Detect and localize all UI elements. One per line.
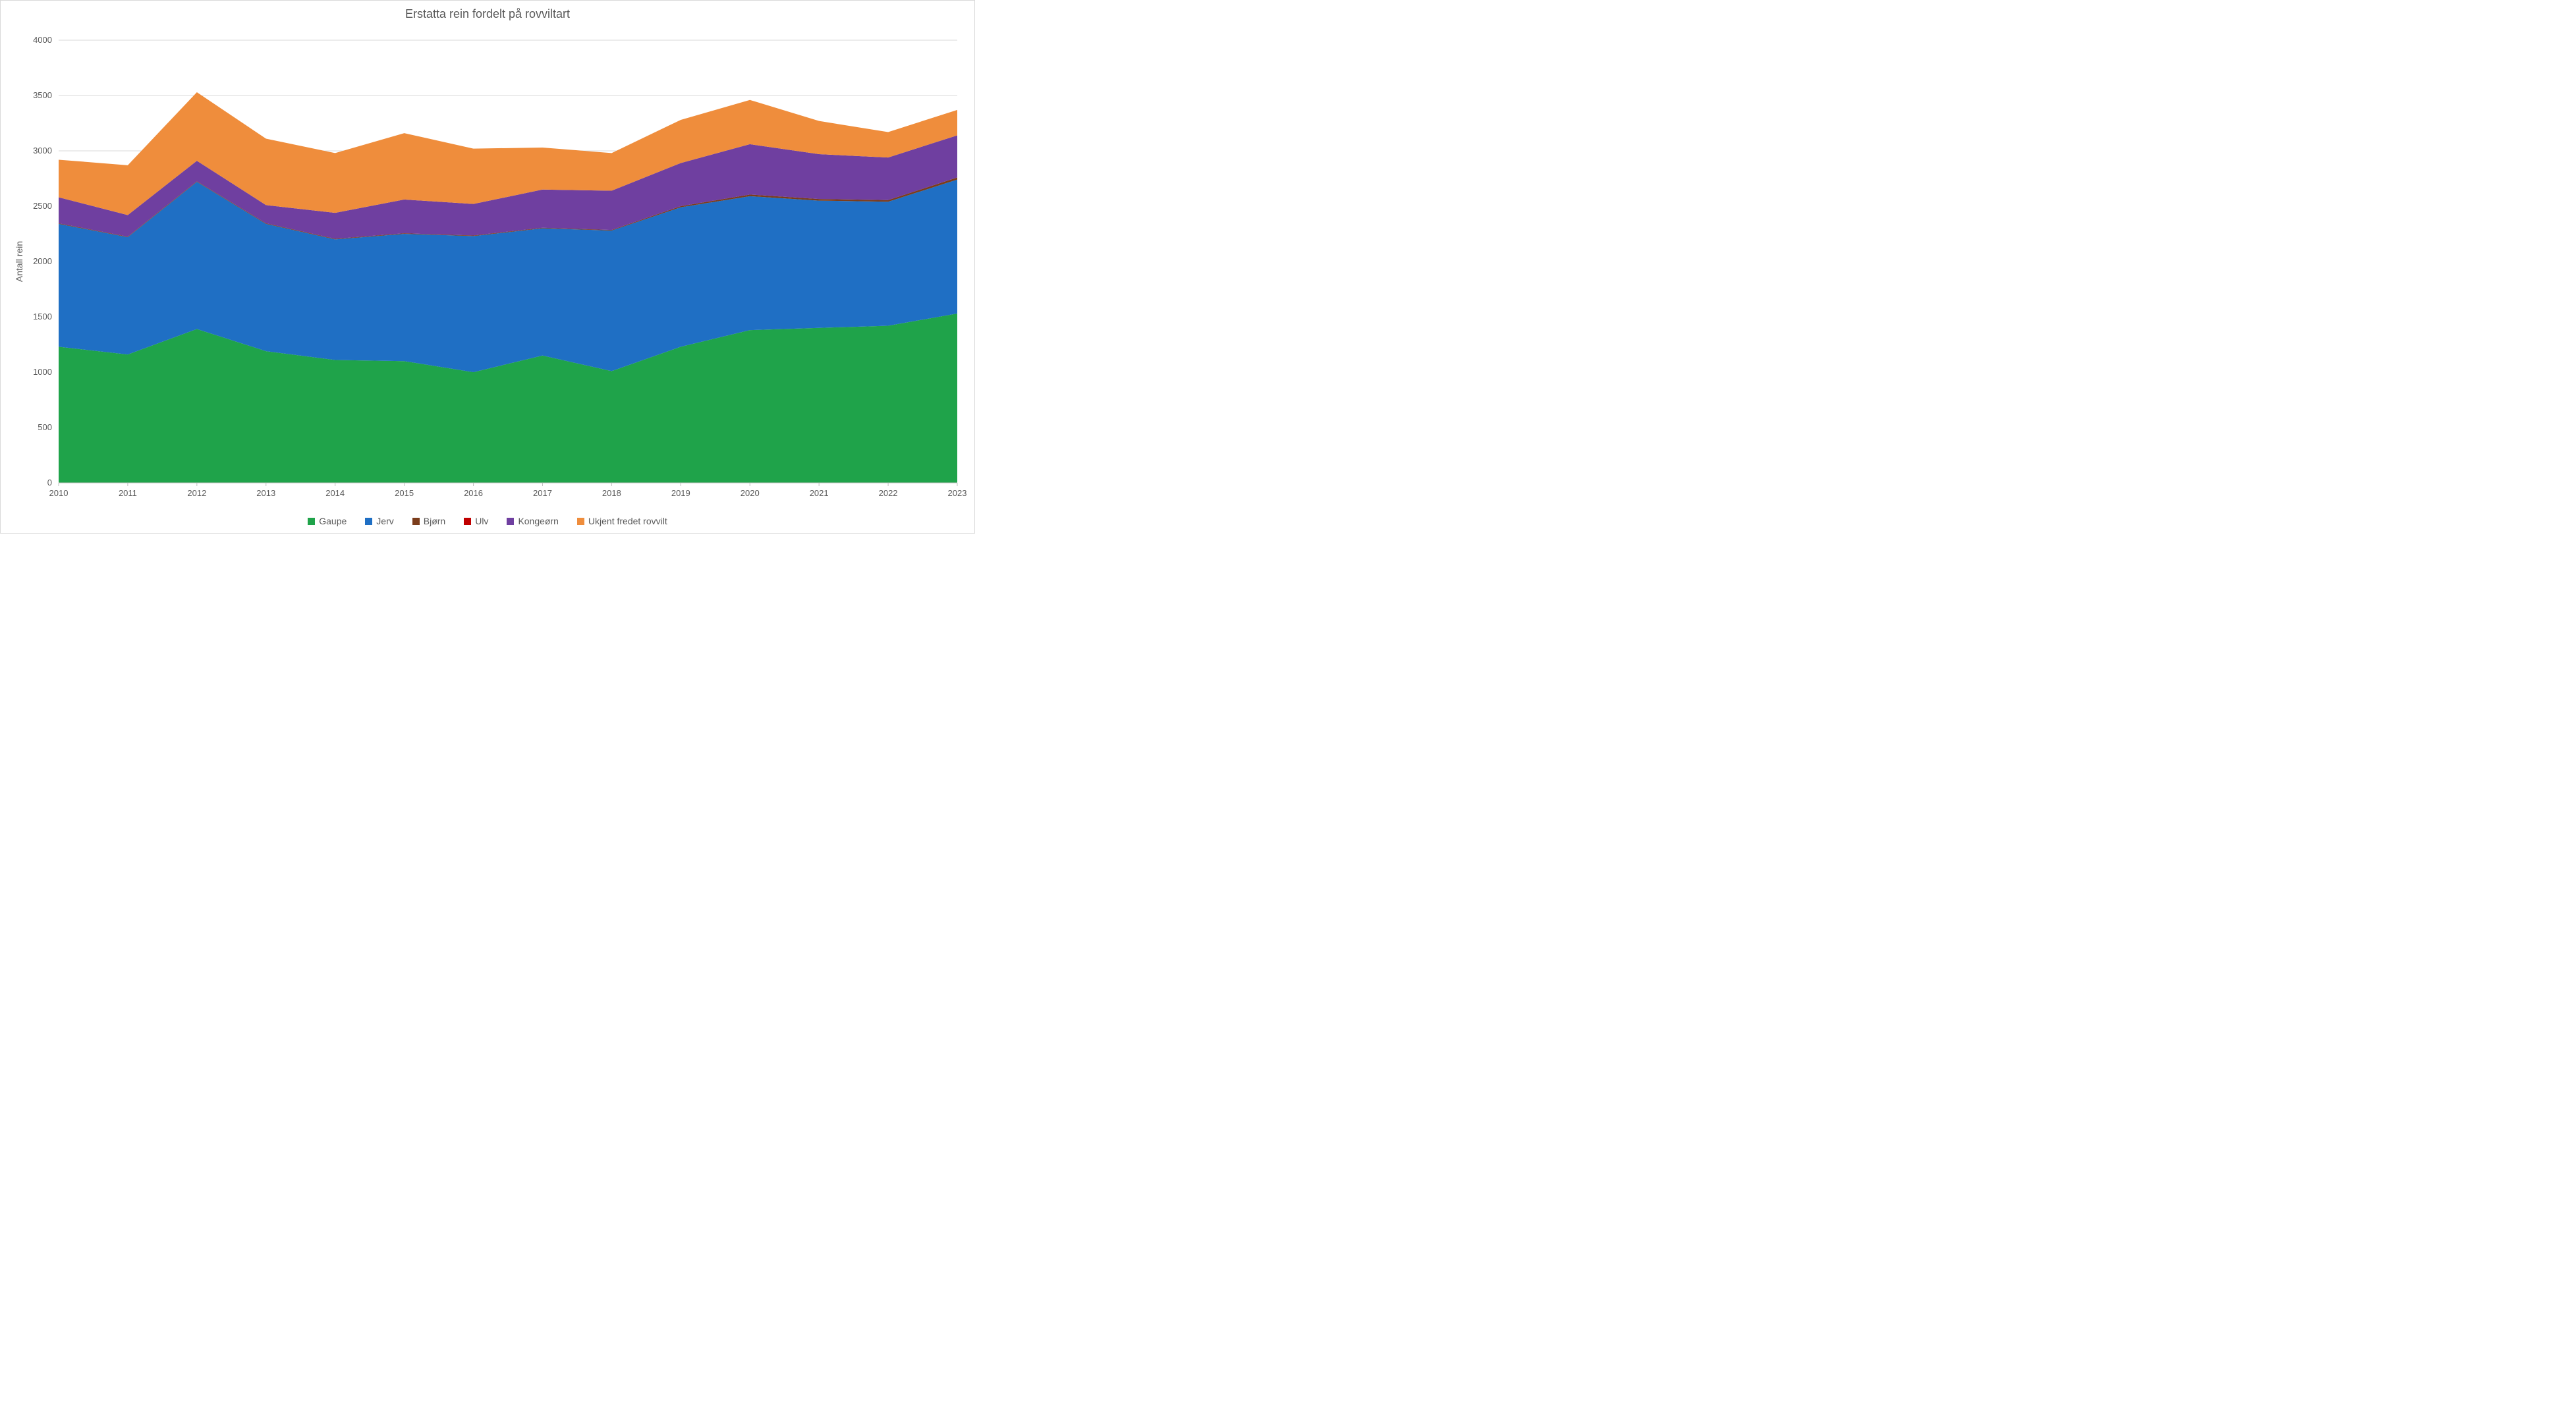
y-axis-label: Antall rein — [14, 241, 24, 282]
y-tick-label: 1000 — [33, 367, 52, 377]
y-tick-label: 3500 — [33, 90, 52, 100]
x-tick-label: 2014 — [325, 488, 345, 498]
legend-label: Gaupe — [319, 516, 347, 526]
area-chart: Erstatta rein fordelt på rovviltart05001… — [0, 0, 975, 534]
legend-swatch — [365, 518, 372, 525]
legend-item: Gaupe — [308, 516, 347, 526]
legend-item: Ulv — [464, 516, 488, 526]
x-tick-label: 2012 — [187, 488, 206, 498]
x-tick-label: 2023 — [948, 488, 967, 498]
x-tick-label: 2011 — [119, 488, 137, 498]
legend-item: Jerv — [365, 516, 393, 526]
y-tick-label: 0 — [47, 478, 52, 487]
y-tick-label: 2500 — [33, 201, 52, 211]
y-tick-label: 2000 — [33, 256, 52, 266]
legend-item: Bjørn — [412, 516, 445, 526]
legend-swatch — [308, 518, 315, 525]
x-tick-label: 2018 — [602, 488, 621, 498]
x-tick-label: 2010 — [49, 488, 69, 498]
legend-swatch — [507, 518, 514, 525]
x-tick-label: 2020 — [741, 488, 760, 498]
x-tick-label: 2022 — [879, 488, 898, 498]
x-tick-label: 2019 — [671, 488, 690, 498]
x-tick-label: 2017 — [533, 488, 552, 498]
legend-item: Kongeørn — [507, 516, 558, 526]
x-tick-label: 2013 — [256, 488, 275, 498]
y-tick-label: 3000 — [33, 146, 52, 155]
y-tick-label: 1500 — [33, 312, 52, 321]
plot-area: 0 500 1000 1500 2000 2500 3000 3500 4000 2010 2011… — [1, 1, 976, 503]
legend-label: Jerv — [376, 516, 393, 526]
y-tick-label: 500 — [38, 422, 52, 432]
legend-label: Ukjent fredet rovvilt — [588, 516, 667, 526]
legend-label: Bjørn — [424, 516, 445, 526]
x-tick-label: 2016 — [464, 488, 483, 498]
legend: Gaupe Jerv Bjørn Ulv Kongeørn Ukjent fredet r… — [1, 516, 974, 526]
legend-item: Ukjent fredet rovvilt — [577, 516, 667, 526]
legend-swatch — [577, 518, 584, 525]
x-tick-label: 2021 — [810, 488, 829, 498]
legend-swatch — [464, 518, 471, 525]
legend-swatch — [412, 518, 420, 525]
x-tick-label: 2015 — [395, 488, 414, 498]
y-tick-label: 4000 — [33, 35, 52, 45]
legend-label: Kongeørn — [518, 516, 558, 526]
legend-label: Ulv — [475, 516, 488, 526]
